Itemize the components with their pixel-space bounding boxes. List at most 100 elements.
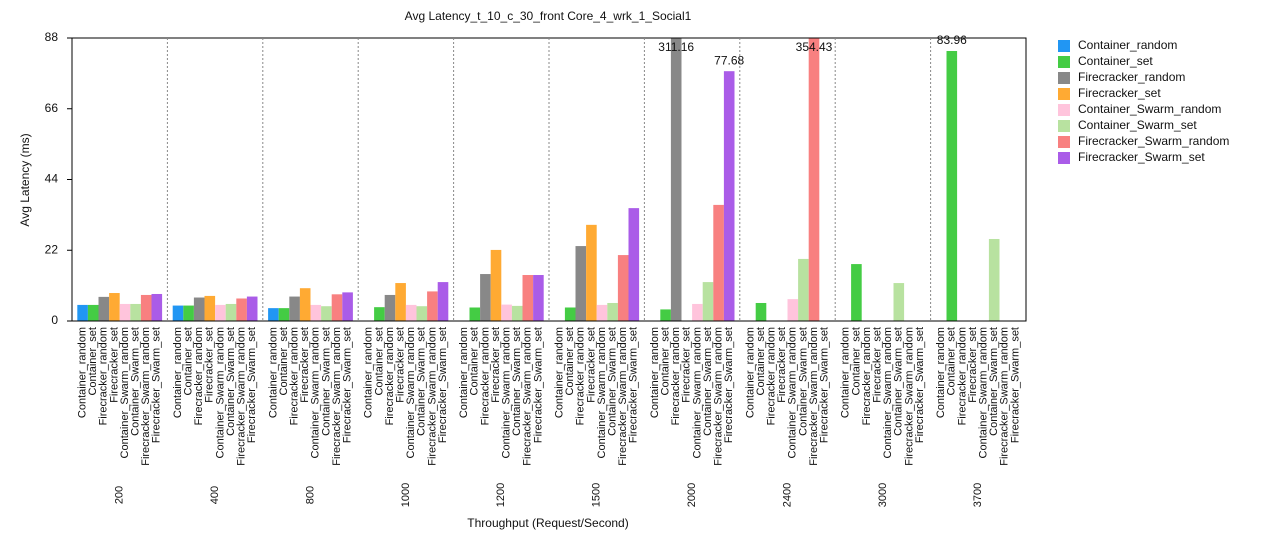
bar: [713, 204, 724, 321]
data-label: 311.16: [658, 40, 694, 54]
x-tick-label: Firecracker_Swarm_set: [532, 327, 544, 443]
x-tick-label: Container_Swarm_set: [320, 327, 332, 436]
x-tick-label: Container_Swarm_set: [511, 327, 523, 436]
x-tick-label: Firecracker_random: [384, 327, 396, 425]
x-tick-label: Firecracker_Swarm_random: [236, 327, 248, 466]
bar: [596, 304, 608, 321]
x-tick-label: Container_Swarm_random: [119, 327, 131, 458]
group-label: 200: [114, 486, 126, 504]
x-tick-label: Firecracker_random: [861, 327, 873, 425]
bar: [119, 303, 131, 321]
bar: [511, 305, 523, 321]
x-tick-label: Firecracker_Swarm_set: [819, 327, 831, 443]
bar: [236, 298, 247, 321]
x-tick-label: Container_Swarm_random: [882, 327, 894, 458]
x-tick-label: Firecracker_set: [776, 327, 788, 403]
x-tick-label: Container_Swarm_random: [978, 327, 990, 458]
legend-swatch: [1058, 136, 1070, 148]
group-label: 2400: [781, 483, 793, 507]
x-tick-label: Firecracker_set: [395, 327, 407, 403]
y-tick-label: 88: [45, 30, 59, 44]
x-tick-label: Container_random: [458, 327, 470, 418]
x-tick-label: Firecracker_set: [299, 327, 311, 403]
bar: [564, 307, 576, 321]
x-tick-label: Firecracker_random: [479, 327, 491, 425]
x-tick-label: Firecracker_set: [204, 327, 216, 403]
legend-swatch: [1058, 88, 1070, 100]
x-tick-label: Firecracker_set: [967, 327, 979, 403]
x-tick-label: Firecracker_Swarm_random: [999, 327, 1011, 466]
bar: [310, 304, 322, 321]
bar: [851, 264, 862, 321]
x-tick-label: Container_set: [850, 327, 862, 396]
data-label: 83.96: [937, 33, 967, 47]
x-tick-label: Container_set: [660, 327, 672, 396]
legend-swatch: [1058, 152, 1070, 164]
x-tick-label: Container_set: [183, 327, 195, 396]
legend-swatch: [1058, 40, 1070, 52]
x-tick-label: Container_random: [554, 327, 566, 418]
bar: [702, 282, 714, 321]
bar: [77, 304, 88, 321]
bar: [374, 307, 385, 321]
x-tick-label: Container_Swarm_set: [225, 327, 237, 436]
x-tick-label: Firecracker_Swarm_set: [1009, 327, 1021, 443]
x-tick-label: Firecracker_random: [575, 327, 587, 425]
legend-label: Firecracker_Swarm_random: [1078, 134, 1229, 148]
x-tick-label: Firecracker_Swarm_random: [331, 327, 343, 466]
x-tick-label: Container_random: [172, 327, 184, 418]
bar: [204, 295, 216, 321]
x-tick-label: Container_random: [77, 327, 89, 418]
x-tick-label: Container_set: [755, 327, 767, 396]
x-tick-label: Firecracker_random: [98, 327, 110, 425]
legend-swatch: [1058, 72, 1070, 84]
bar: [501, 304, 512, 321]
bar: [299, 288, 311, 321]
bar: [522, 275, 534, 321]
x-tick-label: Container_set: [87, 327, 99, 396]
x-tick-label: Container_Swarm_random: [501, 327, 513, 458]
x-tick-label: Firecracker_random: [289, 327, 301, 425]
x-tick-label: Container_set: [564, 327, 576, 396]
x-tick-label: Firecracker_random: [670, 327, 682, 425]
x-tick-label: Firecracker_set: [681, 327, 693, 403]
bar: [215, 304, 226, 321]
bar: [342, 292, 353, 321]
x-tick-label: Container_random: [744, 327, 756, 418]
bar: [321, 306, 332, 321]
x-tick-label: Container_Swarm_random: [691, 327, 703, 458]
bar: [670, 38, 682, 321]
x-tick-label: Firecracker_random: [956, 327, 968, 425]
bar: [405, 304, 417, 321]
x-tick-label: Container_Swarm_random: [310, 327, 322, 458]
x-tick-label: Firecracker_Swarm_random: [426, 327, 438, 466]
x-tick-label: Container_random: [363, 327, 375, 418]
bar: [384, 294, 396, 321]
x-tick-label: Firecracker_Swarm_set: [342, 327, 354, 443]
bar: [480, 274, 491, 321]
bar: [395, 283, 406, 321]
x-tick-label: Container_random: [649, 327, 661, 418]
y-tick-label: 0: [51, 313, 58, 327]
y-tick-label: 22: [45, 242, 59, 256]
x-tick-label: Container_Swarm_set: [130, 327, 142, 436]
bar: [893, 283, 905, 321]
bar: [692, 303, 703, 321]
legend-label: Firecracker_Swarm_set: [1078, 150, 1205, 164]
y-tick-label: 66: [45, 101, 59, 115]
x-tick-label: Firecracker_Swarm_random: [808, 327, 820, 466]
x-tick-label: Container_random: [935, 327, 947, 418]
x-tick-label: Firecracker_set: [585, 327, 597, 403]
group-label: 800: [304, 486, 316, 504]
x-tick-label: Container_random: [267, 327, 279, 418]
bar: [469, 307, 481, 321]
bar: [331, 294, 343, 321]
x-tick-label: Container_Swarm_random: [787, 327, 799, 458]
bar: [289, 296, 300, 321]
bar: [798, 258, 809, 321]
x-tick-label: Firecracker_Swarm_random: [140, 327, 152, 466]
bar: [130, 303, 141, 321]
y-tick-label: 44: [45, 172, 59, 186]
bar: [575, 246, 587, 321]
bar: [490, 249, 502, 321]
